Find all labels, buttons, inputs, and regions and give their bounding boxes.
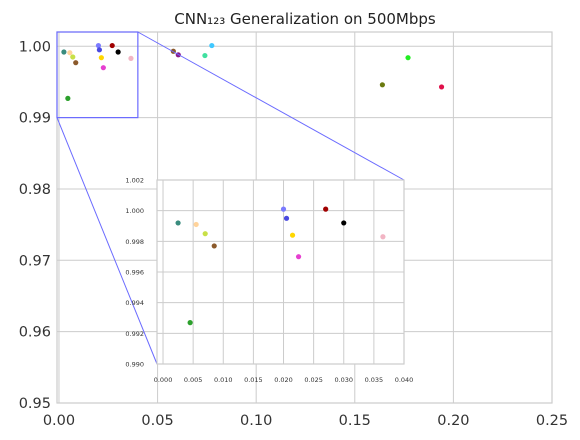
inset-data-point [193, 221, 199, 228]
data-point [202, 52, 208, 59]
data-point [70, 54, 76, 60]
x-tick-label: 0.05 [141, 413, 173, 429]
inset-data-point [283, 215, 290, 221]
data-point [128, 55, 134, 61]
zoom-indicator [56, 31, 405, 365]
inset-frame [156, 179, 405, 365]
y-tick-label: 0.98 [19, 182, 51, 198]
data-point [65, 95, 71, 101]
data-point [100, 65, 106, 71]
x-tick-label: 0.25 [536, 413, 568, 429]
data-point [61, 49, 67, 55]
data-point [109, 42, 115, 49]
inset-y-tick-label: 0.992 [125, 330, 144, 338]
zoom-connector-line [137, 31, 405, 181]
data-point [95, 42, 102, 49]
inset-data-point [202, 231, 208, 237]
y-tick-label: 1.00 [19, 39, 51, 55]
inset-y-tick-label: 1.002 [125, 177, 144, 185]
y-tick-label: 0.99 [19, 111, 51, 127]
inset-y-tick-label: 0.990 [125, 361, 144, 369]
inset-x-tick-label: 0.005 [184, 376, 203, 384]
inset-chart: 0.000 0.005 0.010 0.015 0.020 0.025 0.030 0.035… [125, 177, 413, 385]
chart-title: CNN₁₂₃ Generalization on 500Mbps [174, 10, 436, 28]
inset-x-tick-label: 0.040 [395, 376, 414, 384]
inset-y-tick-label: 0.998 [125, 238, 144, 246]
inset-data-point [295, 254, 302, 260]
data-point [438, 84, 445, 90]
inset-data-point [380, 234, 386, 240]
data-point [98, 55, 104, 61]
inset-data-point [187, 320, 193, 326]
x-tick-label: 0.20 [437, 413, 469, 429]
inset-data-point [280, 206, 287, 212]
data-point [96, 47, 103, 53]
x-tick-label: 0.00 [43, 413, 75, 429]
inset-data-point [211, 243, 217, 249]
inset-x-tick-label: 0.030 [334, 376, 353, 384]
y-tick-label: 0.95 [19, 396, 51, 412]
data-point [73, 60, 79, 66]
plot-frame [56, 31, 553, 404]
data-point [209, 42, 215, 49]
inset-data-point [341, 220, 347, 226]
main-tick-labels: 0.00 0.05 0.10 0.15 0.20 0.25 0.95 0.96 0.97 0.98… [19, 39, 568, 429]
main-grid [56, 31, 553, 404]
y-tick-label: 0.96 [19, 325, 51, 341]
data-point [405, 55, 411, 61]
inset-y-tick-label: 0.994 [125, 299, 144, 307]
inset-x-tick-label: 0.015 [244, 376, 263, 384]
y-tick-label: 0.97 [19, 253, 51, 269]
data-point [379, 82, 385, 88]
inset-y-tick-label: 0.996 [125, 269, 144, 277]
inset-data-point [289, 232, 296, 238]
inset-x-tick-label: 0.020 [274, 376, 293, 384]
zoom-region-box [56, 31, 139, 119]
main-points [61, 42, 445, 101]
data-point [115, 49, 121, 55]
x-tick-label: 0.15 [339, 413, 371, 429]
inset-y-tick-label: 1.000 [125, 207, 144, 215]
inset-x-tick-label: 0.000 [154, 376, 173, 384]
inset-x-tick-label: 0.035 [365, 376, 384, 384]
inset-x-tick-label: 0.010 [214, 376, 233, 384]
inset-data-point [175, 220, 181, 226]
inset-data-point [323, 206, 329, 212]
zoom-connector-line [56, 117, 158, 365]
data-point [67, 50, 73, 56]
inset-x-tick-label: 0.025 [304, 376, 323, 384]
x-tick-label: 0.10 [240, 413, 272, 429]
